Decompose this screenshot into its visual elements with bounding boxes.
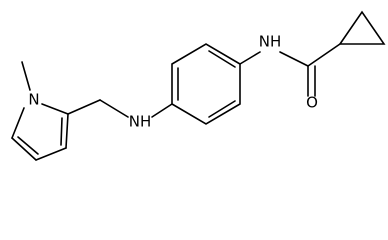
- amine-nitrogen: NH: [129, 113, 152, 131]
- pyrrole-nitrogen: N: [28, 91, 39, 109]
- carbonyl-oxygen: O: [306, 94, 318, 112]
- bonds: [11, 10, 386, 161]
- molecule-diagram: N NH NH O: [11, 10, 386, 161]
- atom-labels: N NH NH O: [28, 33, 318, 131]
- amide-nitrogen: NH: [259, 33, 282, 51]
